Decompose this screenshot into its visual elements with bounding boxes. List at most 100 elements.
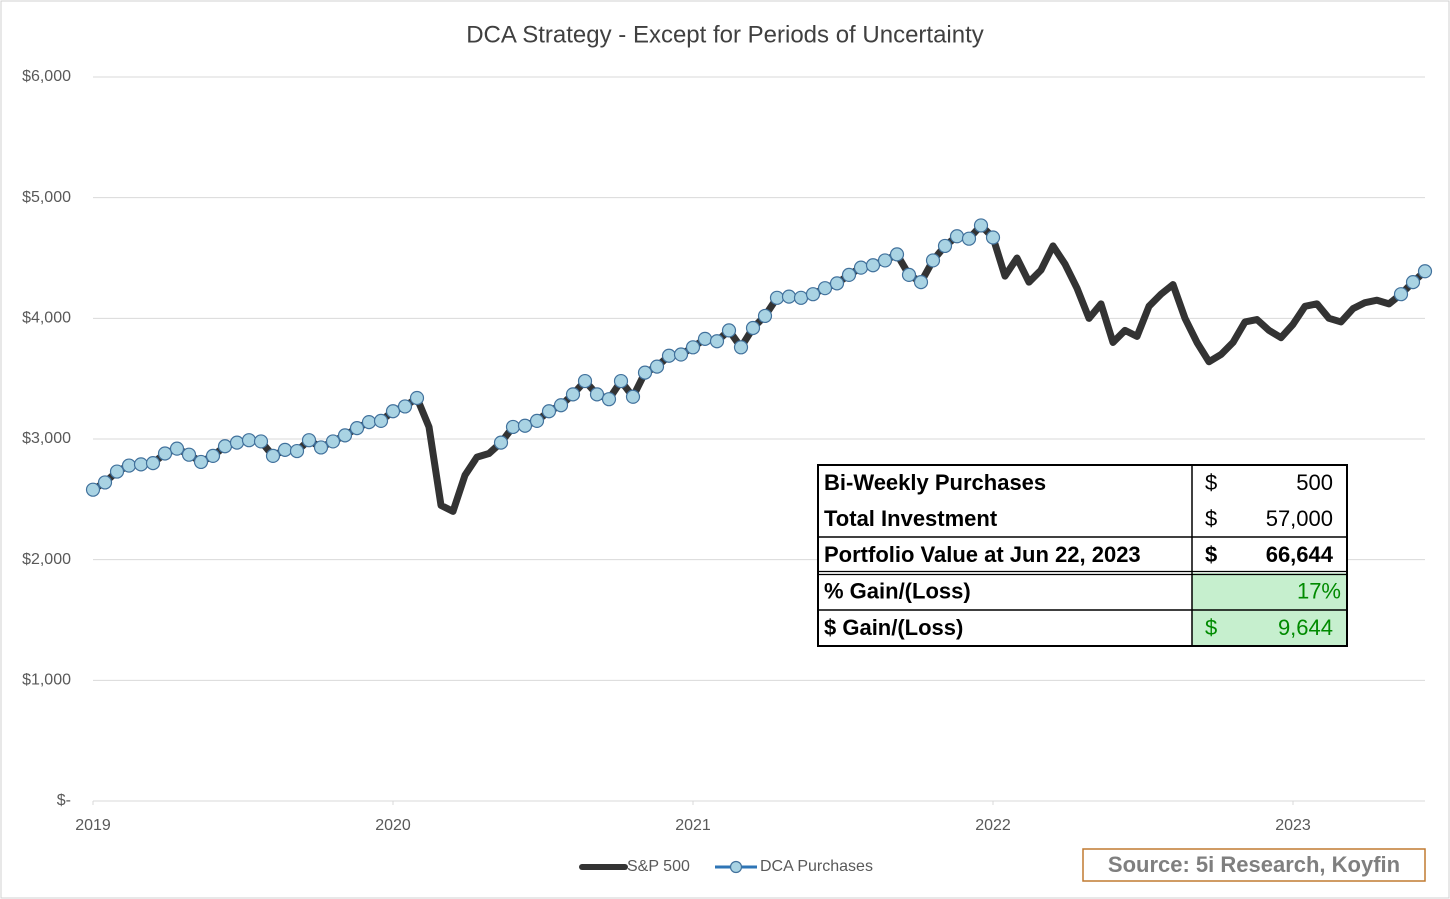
source-text: Source: 5i Research, Koyfin: [1108, 852, 1400, 877]
dca-marker: [709, 334, 725, 349]
dca-marker: [961, 231, 977, 246]
dca-marker: [1405, 275, 1421, 290]
dca-marker: [205, 448, 221, 463]
legend-marker: [729, 860, 743, 874]
dca-marker: [409, 390, 425, 406]
dca-marker: [901, 267, 917, 282]
dca-marker: [325, 434, 341, 449]
dca-marker: [493, 435, 509, 450]
dca-marker: [241, 433, 257, 448]
table-label: $ Gain/(Loss): [824, 615, 963, 640]
dca-marker: [649, 359, 665, 374]
dca-marker: [181, 447, 197, 462]
dca-marker: [877, 253, 893, 268]
dca-marker: [769, 290, 785, 305]
dca-marker: [661, 348, 677, 363]
dca-marker: [817, 281, 833, 296]
dca-marker: [505, 419, 521, 435]
table-currency: $: [1205, 615, 1217, 640]
dca-marker: [97, 475, 113, 490]
table-currency: $: [1205, 506, 1217, 531]
dca-marker: [337, 428, 353, 443]
dca-marker: [541, 404, 557, 419]
dca-marker: [721, 323, 737, 338]
x-tick-label: 2023: [1275, 817, 1311, 834]
dca-marker: [793, 290, 809, 305]
dca-marker: [553, 398, 569, 413]
table-cell-highlight: [1192, 573, 1347, 610]
dca-marker: [613, 373, 629, 389]
dca-marker: [829, 276, 845, 291]
table-value: 9,644: [1278, 615, 1333, 640]
dca-marker: [121, 458, 137, 473]
table-value: 66,644: [1266, 542, 1334, 567]
dca-marker: [133, 457, 149, 472]
dca-marker: [157, 446, 173, 461]
dca-marker: [913, 275, 929, 290]
x-tick-label: 2019: [75, 817, 111, 834]
dca-marker: [985, 230, 1001, 245]
dca-marker: [781, 289, 797, 304]
dca-marker: [973, 218, 989, 233]
legend-label: S&P 500: [627, 858, 690, 875]
dca-marker: [757, 308, 773, 324]
dca-marker: [565, 387, 581, 402]
dca-marker: [733, 340, 749, 355]
source-box: [1082, 848, 1426, 882]
table-currency: $: [1205, 542, 1217, 567]
y-tick-label: $-: [57, 792, 71, 809]
dca-marker: [577, 373, 593, 389]
dca-marker: [169, 441, 185, 456]
dca-marker: [85, 482, 101, 497]
dca-marker: [229, 435, 245, 450]
x-tick-label: 2022: [975, 817, 1011, 834]
dca-marker: [277, 442, 293, 457]
dca-marker: [313, 440, 329, 455]
x-tick-label: 2021: [675, 817, 711, 834]
dca-marker: [217, 439, 233, 454]
table-value: 500: [1296, 470, 1333, 495]
dca-marker: [1417, 264, 1433, 279]
dca-marker: [853, 260, 869, 275]
dca-marker: [637, 365, 653, 380]
dca-marker: [697, 331, 713, 346]
dca-marker: [193, 454, 209, 470]
table-border: [817, 464, 1348, 647]
chart-title: DCA Strategy - Except for Periods of Unc…: [466, 21, 984, 48]
dca-marker: [601, 392, 617, 407]
dca-marker: [937, 238, 953, 254]
y-tick-label: $1,000: [22, 672, 71, 689]
dca-marker: [685, 340, 701, 355]
dca-marker: [745, 320, 761, 336]
dca-marker: [397, 399, 413, 414]
dca-marker: [145, 456, 161, 471]
dca-marker: [253, 434, 269, 449]
dca-marker: [589, 387, 605, 402]
x-tick-label: 2020: [375, 817, 411, 834]
dca-marker: [673, 347, 689, 362]
table-label: Bi-Weekly Purchases: [824, 470, 1046, 495]
y-tick-label: $5,000: [22, 189, 71, 206]
y-tick-label: $2,000: [22, 551, 71, 568]
table-currency: $: [1205, 470, 1217, 495]
dca-marker: [805, 287, 821, 302]
dca-marker: [889, 247, 905, 262]
dca-marker: [361, 415, 377, 430]
table-value: 17%: [1297, 578, 1341, 603]
table-cell-highlight: [1192, 610, 1347, 646]
y-tick-label: $6,000: [22, 68, 71, 85]
dca-marker: [865, 258, 881, 273]
dca-marker: [925, 253, 941, 268]
y-tick-label: $3,000: [22, 430, 71, 447]
dca-marker: [517, 418, 533, 433]
dca-marker: [109, 464, 125, 479]
dca-marker: [1393, 287, 1409, 302]
dca-marker: [625, 389, 641, 404]
y-tick-label: $4,000: [22, 310, 71, 327]
dca-marker: [373, 413, 389, 428]
dca-marker: [949, 229, 965, 244]
table-label: Portfolio Value at Jun 22, 2023: [824, 542, 1141, 567]
legend-label: DCA Purchases: [760, 858, 873, 875]
